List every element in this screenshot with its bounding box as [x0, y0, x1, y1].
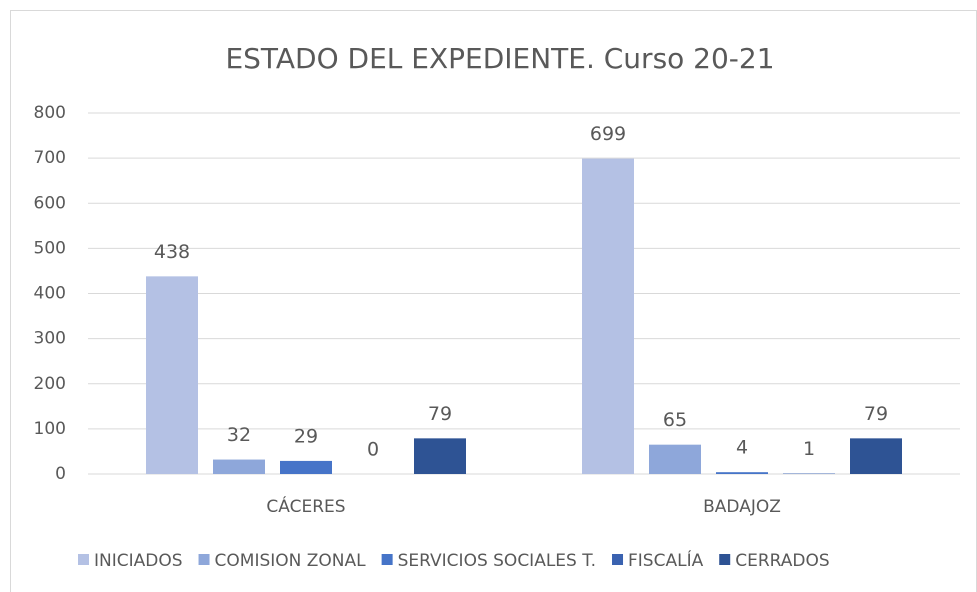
- legend-swatch: [612, 554, 624, 565]
- bar: [649, 444, 701, 474]
- legend-label: INICIADOS: [94, 551, 183, 571]
- y-tick-label: 700: [34, 148, 66, 168]
- y-tick-label: 800: [34, 103, 66, 123]
- bar: [280, 460, 332, 474]
- bar: [213, 459, 265, 474]
- x-tick-label: BADAJOZ: [703, 497, 781, 517]
- x-tick-label: CÁCERES: [266, 495, 345, 517]
- y-tick-label: 100: [34, 419, 66, 439]
- legend-swatch: [78, 554, 89, 565]
- bar: [716, 472, 768, 474]
- bar: [850, 438, 902, 474]
- y-tick-label: 400: [34, 284, 66, 304]
- data-label: 65: [663, 409, 687, 431]
- bar: [146, 276, 198, 474]
- legend-label: CERRADOS: [735, 551, 829, 571]
- legend-label: SERVICIOS SOCIALES T.: [398, 551, 596, 571]
- bar: [582, 158, 634, 475]
- data-label: 4: [736, 437, 748, 459]
- legend-label: FISCALÍA: [628, 549, 704, 571]
- legend-swatch: [719, 554, 731, 565]
- data-label: 0: [367, 439, 379, 461]
- y-tick-label: 200: [34, 374, 66, 394]
- data-label: 699: [590, 123, 626, 145]
- y-tick-label: 0: [55, 464, 66, 484]
- data-label: 1: [803, 438, 815, 460]
- y-tick-label: 500: [34, 238, 66, 258]
- legend-swatch: [198, 554, 210, 565]
- bar: [414, 438, 466, 474]
- y-tick-label: 300: [34, 329, 66, 349]
- data-label: 79: [864, 403, 888, 425]
- legend-swatch: [381, 554, 393, 565]
- chart-title: ESTADO DEL EXPEDIENTE. Curso 20-21: [225, 42, 774, 75]
- data-label: 32: [227, 424, 251, 446]
- y-tick-label: 600: [34, 193, 66, 213]
- data-label: 438: [154, 241, 190, 263]
- legend-label: COMISION ZONAL: [215, 551, 367, 571]
- data-label: 79: [428, 403, 452, 425]
- data-label: 29: [294, 425, 318, 447]
